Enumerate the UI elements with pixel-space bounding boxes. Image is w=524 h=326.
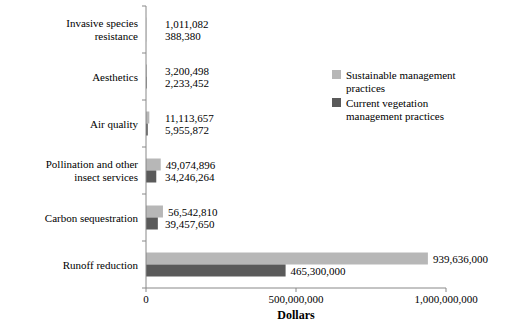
x-tick-label: 500,000,000 [269, 293, 325, 305]
bar [146, 206, 163, 218]
y-tick [142, 6, 146, 7]
x-tick [446, 288, 447, 292]
category-label-line: resistance [95, 30, 138, 42]
x-tick [296, 288, 297, 292]
x-tick-label: 0 [143, 293, 149, 305]
category-label-line: Pollination and other [46, 158, 139, 170]
legend: Sustainable managementpractices Current v… [332, 69, 456, 122]
bar [146, 265, 286, 277]
data-label: 465,300,000 [291, 265, 347, 277]
chart-svg: 1,011,082 3,200,498 11,113,657 49,074,896 56… [0, 0, 524, 326]
bar [146, 253, 428, 265]
data-labels: 1,011,082 3,200,498 11,113,657 49,074,896 56… [165, 18, 488, 277]
data-label: 1,011,082 [165, 18, 209, 30]
category-label-line: Runoff reduction [63, 259, 139, 271]
data-label: 2,233,452 [165, 77, 209, 89]
category-label: Air quality [90, 118, 138, 130]
category-label-line: Carbon sequestration [45, 212, 139, 224]
x-tick [146, 288, 147, 292]
category-label: Runoff reduction [63, 259, 139, 271]
y-tick [142, 100, 146, 101]
category-label-line: Invasive species [66, 17, 138, 29]
data-label: 5,955,872 [165, 124, 209, 136]
category-label: Aesthetics [92, 71, 138, 83]
legend-label-line: management practices [346, 110, 444, 122]
data-label: 11,113,657 [165, 112, 214, 124]
legend-label-line: Sustainable management [346, 69, 456, 81]
y-tick [142, 53, 146, 54]
legend-label: Current vegetationmanagement practices [346, 97, 444, 122]
data-label: 3,200,498 [165, 65, 210, 77]
legend-label-line: Current vegetation [346, 97, 429, 109]
y-tick [142, 147, 146, 148]
data-label: 49,074,896 [166, 159, 216, 171]
category-label-line: Aesthetics [92, 71, 138, 83]
data-label: 34,246,264 [165, 171, 215, 183]
legend-label: Sustainable managementpractices [346, 69, 456, 94]
bar [146, 171, 156, 183]
legend-swatch [332, 70, 341, 79]
category-label-line: insect services [74, 171, 138, 183]
category-label: Carbon sequestration [45, 212, 139, 224]
y-tick [142, 194, 146, 195]
bar [146, 112, 149, 124]
data-label: 388,380 [165, 30, 201, 42]
chart-container: 1,011,082 3,200,498 11,113,657 49,074,896 56… [0, 0, 524, 326]
x-tick-label: 1,000,000,000 [414, 293, 478, 305]
legend-swatch [332, 98, 341, 107]
y-tick [142, 288, 146, 289]
bar [146, 218, 158, 230]
data-label: 56,542,810 [168, 206, 218, 218]
category-label: Invasive speciesresistance [66, 17, 138, 42]
category-label-line: Air quality [90, 118, 138, 130]
legend-label-line: practices [346, 82, 385, 94]
data-label: 39,457,650 [165, 218, 215, 230]
bar [146, 159, 161, 171]
y-tick [142, 241, 146, 242]
data-label: 939,636,000 [433, 253, 489, 265]
x-axis-label: Dollars [277, 308, 315, 322]
bars [146, 18, 428, 277]
category-label: Pollination and otherinsect services [46, 158, 139, 183]
